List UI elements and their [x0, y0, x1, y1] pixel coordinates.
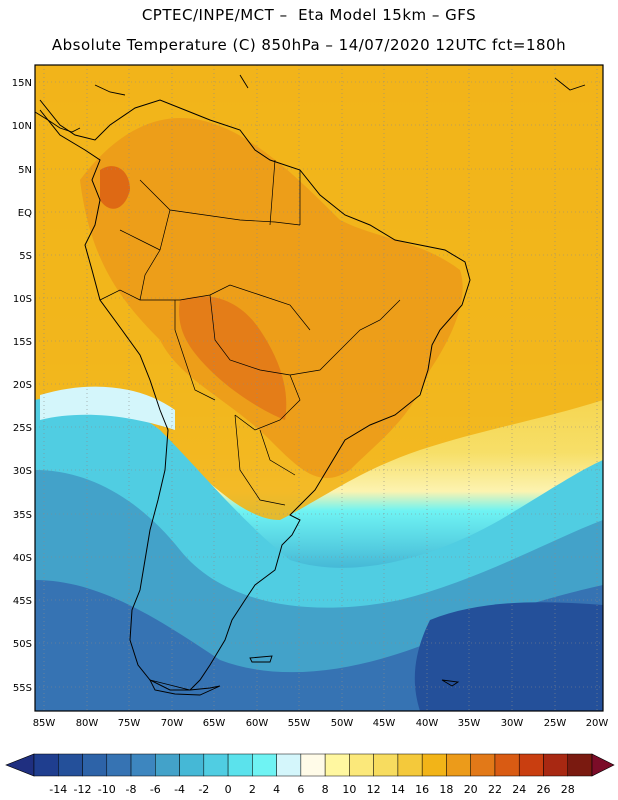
colorbar-swatch	[470, 753, 496, 777]
colorbar-tick-label: -10	[98, 783, 116, 796]
lat-label: 35S	[13, 510, 32, 521]
lon-label: 50W	[331, 718, 354, 729]
lon-label: 75W	[118, 718, 141, 729]
hot-spot-north	[100, 166, 130, 209]
colorbar-tick-label: -12	[74, 783, 92, 796]
lat-label: 10S	[13, 294, 32, 305]
colorbar-tick-label: -14	[49, 783, 67, 796]
hot-core	[179, 296, 287, 420]
chart-title-line-1: CPTEC/INPE/MCT – Eta Model 15km – GFS	[141, 6, 477, 24]
lon-label: 25W	[544, 718, 567, 729]
central-america-coastline	[35, 74, 586, 133]
colorbar-tick-label: -2	[198, 783, 209, 796]
latitude-axis: 15N 10N 5N EQ 5S 10S 15S 20S 25S 30S 35S…	[12, 78, 32, 694]
longitude-axis: 85W 80W 75W 70W 65W 60W 55W 50W 45W 40W …	[33, 718, 609, 729]
colorbar-tick-label: 0	[225, 783, 232, 796]
colorbar-tick-label: -6	[150, 783, 161, 796]
chart-title-line-2: Absolute Temperature (C) 850hPa – 14/07/…	[51, 36, 567, 54]
lon-label: 60W	[246, 718, 269, 729]
colorbar-tick-label: 16	[415, 783, 429, 796]
lat-label: 30S	[13, 466, 32, 477]
lon-label: 55W	[288, 718, 311, 729]
colorbar-swatch	[300, 753, 326, 777]
deep-cold-core	[414, 602, 603, 711]
colorbar-tick-label: 24	[512, 783, 526, 796]
colorbar-swatch	[446, 753, 471, 777]
colorbar-swatch	[33, 753, 59, 777]
colorbar-swatch	[373, 753, 399, 777]
colorbar-swatch	[179, 753, 205, 777]
colorbar-tick-label: 20	[464, 783, 478, 796]
colorbar-low-arrow	[5, 753, 35, 777]
temperature-field	[35, 65, 603, 711]
lon-label: 80W	[76, 718, 99, 729]
colorbar-tick-label: 2	[249, 783, 256, 796]
colorbar-swatch	[567, 753, 593, 777]
colorbar-swatch	[276, 753, 302, 777]
colorbar-swatch	[252, 753, 277, 777]
lon-label: 20W	[586, 718, 609, 729]
colorbar-swatch	[130, 753, 156, 777]
lon-label: 30W	[501, 718, 524, 729]
map-border	[34, 64, 604, 712]
country-borders	[99, 159, 401, 506]
color-scale-bar: -14 -12 -10 -8 -6 -4 -2 0 2 4 6 8 10 12 14 16 18 20 22 24 26…	[5, 753, 615, 796]
lat-label: 10N	[12, 121, 32, 132]
south-america-coastline	[39, 99, 471, 691]
colorbar-high-arrow	[591, 753, 615, 777]
colorbar-swatch	[324, 753, 350, 777]
colorbar-tick-label: -4	[174, 783, 185, 796]
tierra-del-fuego	[149, 655, 460, 696]
colorbar-tick-label: 10	[342, 783, 356, 796]
colorbar-tick-label: 26	[536, 783, 550, 796]
colorbar-swatch	[349, 753, 374, 777]
colorbar-swatch	[397, 753, 423, 777]
colorbar-swatch	[203, 753, 229, 777]
colorbar-swatch	[518, 753, 544, 777]
lon-label: 45W	[373, 718, 396, 729]
colorbar-swatch	[494, 753, 520, 777]
colorbar-swatch	[227, 753, 253, 777]
colorbar-tick-label: 22	[488, 783, 502, 796]
grid-lines	[35, 65, 603, 711]
lon-label: 70W	[161, 718, 184, 729]
colorbar-tick-label: 6	[297, 783, 304, 796]
cool-edge	[40, 386, 175, 430]
lon-label: 35W	[458, 718, 481, 729]
lat-label: 5N	[18, 165, 32, 176]
lat-label: 5S	[19, 251, 32, 262]
colorbar-tick-label: 14	[391, 783, 405, 796]
lat-label: 25S	[13, 423, 32, 434]
colorbar-swatch	[421, 753, 447, 777]
lon-label: 40W	[416, 718, 439, 729]
lat-label: 40S	[13, 553, 32, 564]
colorbar-swatch	[106, 753, 132, 777]
lat-label: 45S	[13, 596, 32, 607]
lat-label: 15S	[13, 337, 32, 348]
colorbar-tick-label: -8	[126, 783, 137, 796]
colorbar-tick-label: 12	[367, 783, 381, 796]
lon-label: 65W	[203, 718, 226, 729]
colorbar-tick-label: 4	[273, 783, 280, 796]
colorbar-tick-label: 28	[561, 783, 575, 796]
colorbar-tick-label: 8	[322, 783, 329, 796]
colorbar-swatch	[82, 753, 108, 777]
lat-label: 20S	[13, 380, 32, 391]
lat-label: 55S	[13, 683, 32, 694]
lat-label: 50S	[13, 639, 32, 650]
colorbar-swatch	[58, 753, 83, 777]
colorbar-swatch	[155, 753, 180, 777]
lat-label: 15N	[12, 78, 32, 89]
colorbar-swatch	[543, 753, 568, 777]
colorbar-tick-label: 18	[439, 783, 453, 796]
lat-label: EQ	[18, 208, 32, 219]
lon-label: 85W	[33, 718, 56, 729]
